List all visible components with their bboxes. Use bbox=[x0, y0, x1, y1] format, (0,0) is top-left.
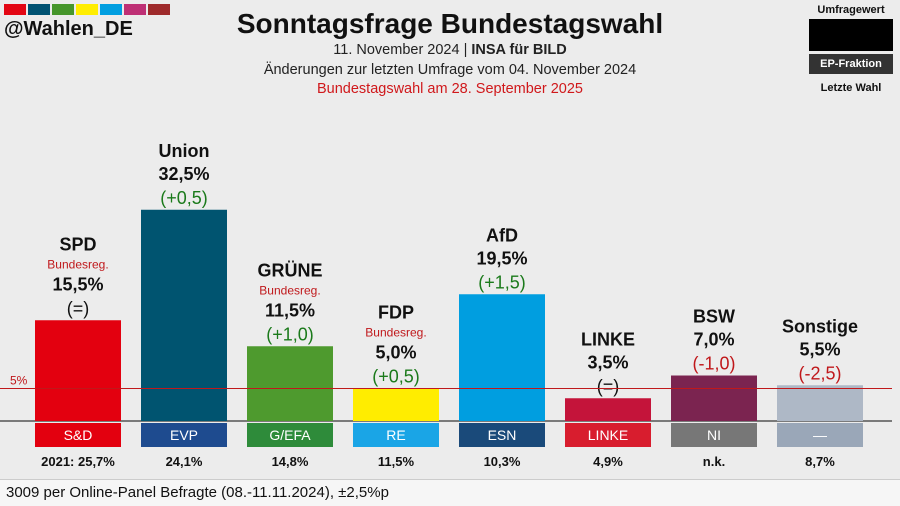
value-label-7: 5,5% bbox=[799, 339, 840, 359]
ep-group-label-2: G/EFA bbox=[269, 427, 311, 443]
ep-group-box-6 bbox=[671, 423, 757, 447]
brand-color-block bbox=[148, 4, 170, 15]
party-label-0: SPD bbox=[59, 234, 96, 254]
bar-4 bbox=[459, 294, 545, 421]
ep-group-label-6: NI bbox=[707, 427, 721, 443]
brand-color-block bbox=[52, 4, 74, 15]
legend-swatch bbox=[809, 19, 893, 51]
ep-group-box-3 bbox=[353, 423, 439, 447]
ep-group-box-7 bbox=[777, 423, 863, 447]
footer-note: 3009 per Online-Panel Befragte (08.-11.1… bbox=[6, 484, 389, 501]
ep-group-label-3: RE bbox=[386, 427, 405, 443]
brand-color-block bbox=[28, 4, 50, 15]
change-label-1: (+0,5) bbox=[160, 188, 208, 208]
last-election-label-3: 11,5% bbox=[378, 454, 415, 469]
chart-title: Sonntagsfrage Bundestagswahl bbox=[236, 8, 664, 39]
value-label-0: 15,5% bbox=[52, 274, 103, 294]
party-label-7: Sonstige bbox=[782, 316, 858, 336]
value-label-2: 11,5% bbox=[265, 300, 315, 320]
bar-1 bbox=[141, 209, 227, 421]
bar-0 bbox=[35, 320, 121, 421]
government-label-3: Bundesreg. bbox=[365, 326, 426, 340]
last-election-label-4: 10,3% bbox=[484, 454, 521, 469]
legend-ep-fraction: EP-Fraktion bbox=[809, 54, 893, 74]
value-label-5: 3,5% bbox=[587, 352, 628, 372]
footer: 3009 per Online-Panel Befragte (08.-11.1… bbox=[0, 479, 900, 506]
last-election-label-0: 2021: 25,7% bbox=[41, 454, 115, 469]
government-label-0: Bundesreg. bbox=[47, 257, 108, 271]
value-label-6: 7,0% bbox=[693, 330, 734, 350]
change-label-6: (-1,0) bbox=[692, 354, 735, 374]
poll-date-line: 11. November 2024 | INSA für BILD bbox=[0, 42, 900, 58]
threshold-label: 5% bbox=[10, 374, 28, 388]
bar-6 bbox=[671, 375, 757, 421]
ep-group-label-1: EVP bbox=[170, 427, 198, 443]
legend-last-election: Letzte Wahl bbox=[820, 82, 882, 94]
ep-group-label-0: S&D bbox=[64, 427, 93, 443]
change-label-0: (=) bbox=[67, 298, 90, 318]
ep-group-box-1 bbox=[141, 423, 227, 447]
value-label-1: 32,5% bbox=[158, 164, 209, 184]
poll-date: 11. November 2024 bbox=[333, 42, 460, 58]
election-note: Bundestagswahl am 28. September 2025 bbox=[316, 81, 583, 97]
legend-poll-value: Umfragewert bbox=[817, 4, 885, 16]
bar-3 bbox=[353, 388, 439, 421]
ep-group-box-4 bbox=[459, 423, 545, 447]
party-label-4: AfD bbox=[486, 225, 518, 245]
poll-separator: | bbox=[459, 42, 472, 58]
ep-group-label-5: LINKE bbox=[588, 427, 628, 443]
party-label-3: FDP bbox=[378, 303, 414, 323]
change-label-4: (+1,5) bbox=[478, 272, 526, 292]
ep-group-box-5 bbox=[565, 423, 651, 447]
bar-5 bbox=[565, 398, 651, 421]
legend: Umfragewert EP-Fraktion Letzte Wahl bbox=[806, 4, 896, 94]
value-label-3: 5,0% bbox=[375, 343, 416, 363]
last-election-label-5: 4,9% bbox=[593, 454, 623, 469]
last-election-label-6: n.k. bbox=[703, 454, 725, 469]
bar-7 bbox=[777, 385, 863, 421]
last-election-label-2: 14,8% bbox=[272, 454, 309, 469]
ep-group-box-2 bbox=[247, 423, 333, 447]
party-label-1: Union bbox=[159, 141, 210, 161]
party-label-5: LINKE bbox=[581, 329, 635, 349]
brand-color-block bbox=[124, 4, 146, 15]
account-handle: @Wahlen_DE bbox=[4, 18, 133, 40]
party-label-6: BSW bbox=[693, 307, 735, 327]
bar-chart: (=) 15,5% Bundesreg. SPD S&D 2021: 25,7% (+0,5… bbox=[0, 141, 892, 469]
change-label-3: (+0,5) bbox=[372, 367, 420, 387]
change-label-5: (=) bbox=[597, 376, 620, 396]
bar-2 bbox=[247, 346, 333, 421]
pollster: INSA für BILD bbox=[471, 42, 567, 58]
value-label-4: 19,5% bbox=[476, 248, 527, 268]
brand-color-block bbox=[4, 4, 26, 15]
brand-color-block bbox=[76, 4, 98, 15]
last-election-label-7: 8,7% bbox=[805, 454, 835, 469]
party-label-2: GRÜNE bbox=[257, 260, 322, 280]
brand-color-strip bbox=[4, 4, 170, 15]
change-label-2: (+1,0) bbox=[266, 324, 314, 344]
brand-color-block bbox=[100, 4, 122, 15]
changes-note: Änderungen zur letzten Umfrage vom 04. N… bbox=[263, 62, 637, 78]
ep-group-label-7: — bbox=[813, 427, 827, 443]
ep-group-box-0 bbox=[35, 423, 121, 447]
last-election-label-1: 24,1% bbox=[166, 454, 203, 469]
change-label-7: (-2,5) bbox=[798, 363, 841, 383]
ep-group-label-4: ESN bbox=[488, 427, 517, 443]
government-label-2: Bundesreg. bbox=[259, 283, 320, 297]
